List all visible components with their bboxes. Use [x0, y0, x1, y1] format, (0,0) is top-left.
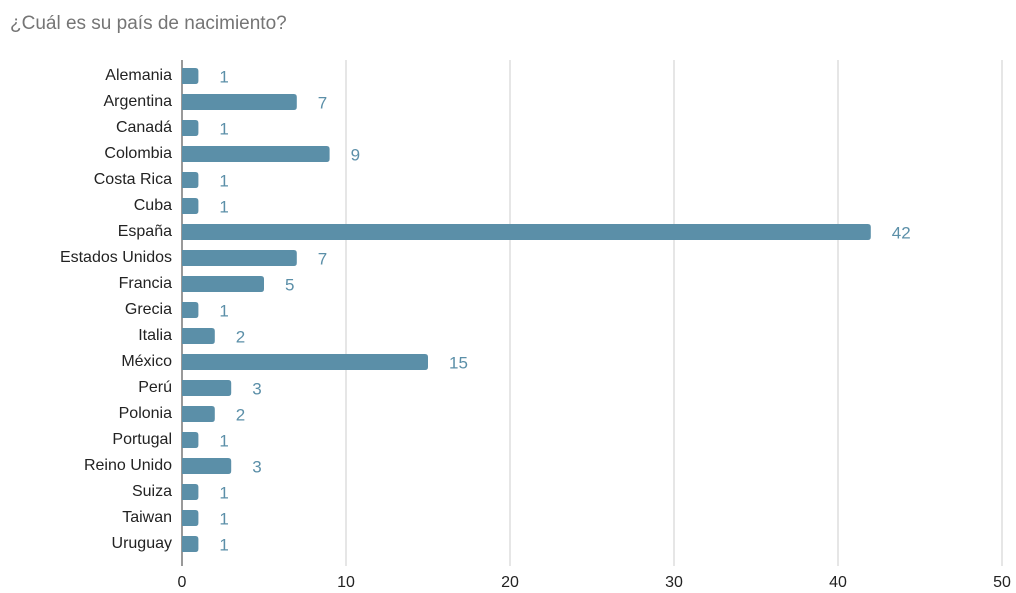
data-label: 5	[285, 275, 294, 294]
bar	[182, 302, 199, 318]
data-label: 3	[252, 457, 261, 476]
data-label: 1	[219, 301, 228, 320]
bar	[182, 94, 297, 110]
x-tick-label: 40	[829, 574, 847, 591]
y-tick-label: Portugal	[112, 431, 172, 448]
data-label: 1	[219, 483, 228, 502]
y-tick-label: Estados Unidos	[60, 249, 172, 266]
bar	[182, 432, 199, 448]
data-label: 1	[219, 67, 228, 86]
bar	[182, 510, 199, 526]
y-tick-label: Cuba	[134, 197, 172, 214]
x-tick-label: 30	[665, 574, 683, 591]
bar	[182, 224, 871, 240]
data-label: 42	[892, 223, 911, 242]
data-label: 2	[236, 405, 245, 424]
y-tick-label: Costa Rica	[94, 171, 172, 188]
data-label: 1	[219, 119, 228, 138]
data-label: 1	[219, 171, 228, 190]
y-tick-label: Argentina	[104, 93, 173, 110]
data-label: 3	[252, 379, 261, 398]
bar	[182, 354, 428, 370]
x-tick-label: 10	[337, 574, 355, 591]
y-tick-label: Polonia	[119, 405, 172, 422]
y-tick-label: España	[118, 223, 172, 240]
bar	[182, 172, 199, 188]
data-label: 1	[219, 509, 228, 528]
x-tick-label: 50	[993, 574, 1011, 591]
bar	[182, 484, 199, 500]
y-tick-label: Reino Unido	[84, 457, 172, 474]
y-tick-label: Francia	[119, 275, 172, 292]
data-label: 15	[449, 353, 468, 372]
y-tick-label: Uruguay	[112, 535, 172, 552]
data-label: 9	[351, 145, 360, 164]
y-tick-label: México	[121, 353, 172, 370]
y-tick-label: Perú	[138, 379, 172, 396]
bar	[182, 458, 232, 474]
y-tick-label: Canadá	[116, 119, 172, 136]
bar	[182, 276, 264, 292]
bar	[182, 380, 232, 396]
y-tick-label: Alemania	[105, 67, 172, 84]
x-tick-label: 20	[501, 574, 519, 591]
y-tick-label: Colombia	[104, 145, 172, 162]
bar	[182, 146, 330, 162]
bar	[182, 250, 297, 266]
x-tick-label: 0	[178, 574, 187, 591]
y-tick-label: Grecia	[125, 301, 172, 318]
data-label: 1	[219, 535, 228, 554]
data-label: 7	[318, 93, 327, 112]
bar	[182, 536, 199, 552]
data-label: 1	[219, 431, 228, 450]
bar	[182, 120, 199, 136]
data-label: 2	[236, 327, 245, 346]
bar	[182, 68, 199, 84]
y-tick-label: Suiza	[132, 483, 172, 500]
bar	[182, 198, 199, 214]
y-tick-label: Taiwan	[122, 509, 172, 526]
bar	[182, 328, 215, 344]
data-label: 7	[318, 249, 327, 268]
data-label: 1	[219, 197, 228, 216]
chart-title: ¿Cuál es su país de nacimiento?	[10, 13, 287, 34]
bar	[182, 406, 215, 422]
y-tick-label: Italia	[138, 327, 172, 344]
